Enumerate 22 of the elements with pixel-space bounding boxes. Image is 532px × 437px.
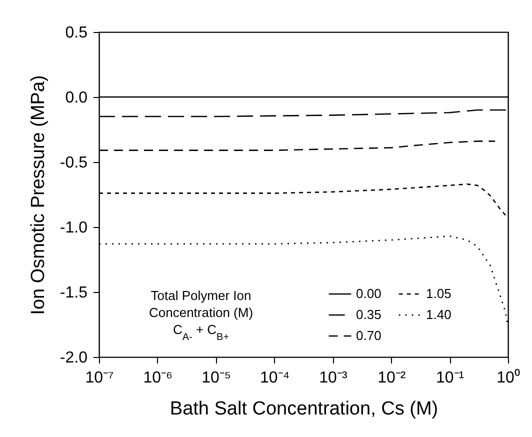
y-tick-label: 0.5 — [65, 24, 88, 42]
y-tick-label: -1.0 — [60, 220, 88, 236]
legend-label: 0.00 — [356, 286, 382, 301]
x-tick-label: 10⁻¹ — [436, 370, 464, 386]
y-tick-label: 0.0 — [65, 90, 88, 106]
y-tick-label: -1.5 — [60, 284, 88, 302]
legend-label: 1.05 — [426, 286, 452, 301]
y-tick-label: -0.5 — [60, 154, 88, 172]
x-tick-label: 10⁻⁴ — [260, 370, 290, 386]
x-tick-label: 10⁻⁵ — [202, 370, 232, 386]
legend-label: 0.35 — [356, 307, 382, 322]
legend-title: Total Polymer Ion Concentration (M) C$_{A-}$ + C$_{B+}$ — [148, 288, 254, 342]
legend-label: 1.40 — [426, 307, 452, 322]
x-tick-label: 10⁰ — [496, 368, 520, 386]
x-tick-label: 10⁻³ — [319, 370, 348, 386]
x-tick-label: 10⁻⁶ — [143, 370, 173, 386]
x-tick-label: 10⁻² — [378, 370, 406, 386]
y-axis-title: Ion Osmotic Pressure (MPa) — [28, 75, 49, 315]
y-tick-label: -2.0 — [60, 350, 88, 366]
x-axis-title: Bath Salt Concentration, Cs (M) — [170, 398, 438, 420]
x-tick-label: 10⁻⁷ — [85, 370, 114, 386]
legend-label: 0.70 — [356, 328, 382, 343]
